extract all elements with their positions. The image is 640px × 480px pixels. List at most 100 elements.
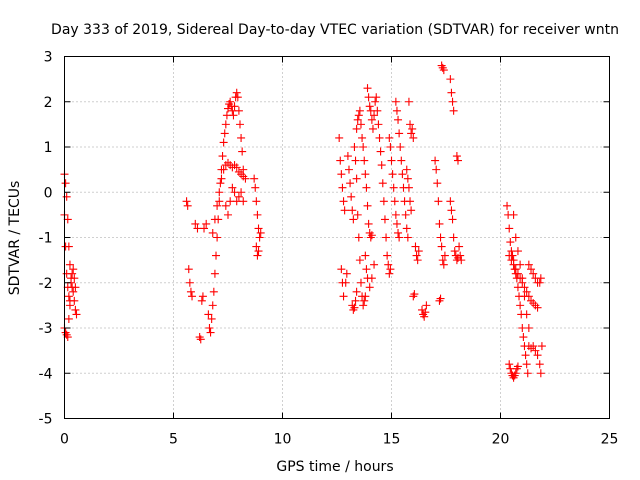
data-point: [232, 88, 241, 97]
data-point: [519, 333, 528, 342]
data-point: [207, 314, 216, 323]
data-point: [533, 303, 542, 312]
data-point: [401, 210, 410, 219]
data-point: [377, 161, 386, 170]
data-point: [234, 192, 243, 201]
data-point: [191, 219, 200, 228]
data-point: [436, 233, 445, 242]
data-point: [403, 233, 412, 242]
data-point: [219, 138, 228, 147]
y-tick-label: -4: [39, 366, 53, 382]
data-point: [364, 93, 373, 102]
data-point: [457, 256, 466, 265]
data-point: [448, 97, 457, 106]
data-point: [505, 360, 514, 369]
data-point: [336, 156, 345, 165]
data-point: [374, 120, 383, 129]
data-point: [206, 328, 215, 337]
data-point: [375, 133, 384, 142]
data-point: [237, 188, 246, 197]
data-point: [230, 102, 239, 111]
data-point: [455, 242, 464, 251]
data-point: [346, 179, 355, 188]
data-point: [509, 210, 518, 219]
data-point: [208, 228, 217, 237]
data-point: [440, 251, 449, 260]
axis-ticks: 0 5 10 15 20 25 -5 -4 -3 -2 -1 0 1 2 3: [39, 50, 619, 448]
data-point: [511, 233, 520, 242]
data-point: [436, 294, 445, 303]
data-point: [361, 292, 370, 301]
data-point: [355, 106, 364, 115]
data-point: [182, 197, 191, 206]
data-point: [391, 97, 400, 106]
data-point: [343, 152, 352, 161]
data-point: [439, 66, 448, 75]
data-point: [404, 97, 413, 106]
data-point: [522, 360, 531, 369]
x-tick-label: 0: [60, 432, 69, 448]
data-point: [396, 143, 405, 151]
data-point: [435, 219, 444, 228]
data-point: [537, 342, 546, 351]
data-point: [350, 303, 359, 312]
data-point: [351, 156, 360, 165]
data-point: [335, 133, 344, 142]
data-point: [337, 265, 346, 274]
data-point: [253, 210, 262, 219]
data-point: [531, 346, 540, 355]
data-point: [250, 174, 259, 183]
y-tick-label: -3: [39, 321, 53, 337]
data-point: [456, 251, 465, 260]
data-point: [438, 256, 447, 265]
data-point: [394, 115, 403, 124]
data-point: [378, 179, 387, 188]
data-point: [359, 143, 368, 151]
data-point: [414, 247, 423, 256]
data-point: [364, 219, 373, 228]
data-point: [406, 120, 415, 129]
data-point: [372, 93, 381, 102]
data-point: [228, 183, 237, 192]
x-axis-label: GPS time / hours: [276, 459, 393, 475]
data-point: [392, 219, 401, 228]
y-tick-label: 1: [44, 140, 53, 156]
data-point: [237, 133, 246, 142]
y-tick-label: 3: [44, 50, 53, 66]
data-point: [205, 324, 214, 332]
data-point: [513, 269, 522, 278]
data-point: [398, 170, 407, 179]
x-tick-label: 10: [274, 432, 292, 448]
data-point: [221, 201, 230, 210]
data-point: [407, 206, 416, 215]
data-point: [513, 362, 522, 371]
data-point: [365, 283, 374, 292]
data-point: [65, 260, 74, 269]
y-tick-label: 2: [44, 95, 53, 111]
data-point: [383, 251, 392, 260]
data-point: [535, 360, 544, 369]
data-point: [212, 251, 221, 260]
data-point: [342, 269, 351, 278]
data-point: [356, 120, 365, 129]
grid: [64, 56, 610, 419]
data-point: [64, 292, 73, 301]
data-point: [404, 183, 413, 192]
data-point: [63, 215, 72, 224]
data-point: [253, 251, 262, 260]
data-point: [524, 260, 533, 269]
data-point: [395, 233, 404, 242]
data-point: [505, 224, 514, 233]
data-point: [449, 106, 458, 115]
data-point: [385, 269, 394, 278]
data-point: [507, 256, 516, 265]
data-point: [63, 333, 72, 342]
data-point: [431, 156, 440, 165]
data-point: [252, 197, 261, 206]
y-tick-label: 0: [44, 185, 53, 201]
data-point: [353, 210, 362, 219]
data-point: [360, 296, 369, 305]
data-point: [380, 215, 389, 224]
data-point: [241, 174, 250, 183]
